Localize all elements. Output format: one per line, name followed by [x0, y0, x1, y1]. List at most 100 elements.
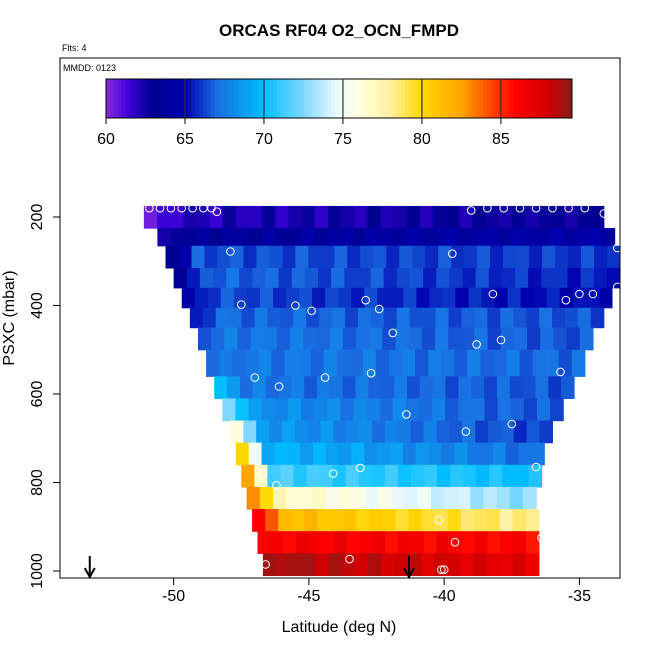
data-point	[145, 203, 154, 213]
colorbar-segment	[206, 79, 212, 118]
heatmap-cell	[252, 267, 267, 289]
heatmap-cell	[396, 307, 411, 329]
heatmap-cell	[429, 287, 444, 309]
heatmap-cell	[552, 307, 566, 329]
heatmap-cell	[327, 205, 342, 229]
data-point	[258, 469, 268, 478]
colorbar-segment	[183, 79, 189, 118]
heatmap-cell	[314, 398, 328, 422]
colorbar-segment	[195, 79, 200, 118]
y-tick-label: 600	[29, 381, 46, 408]
heatmap-cell	[448, 327, 462, 351]
colorbar-segment	[416, 79, 422, 118]
colorbar-segment	[358, 79, 363, 118]
heatmap-cell	[332, 464, 347, 488]
heatmap-cell	[564, 307, 579, 329]
heatmap-cell	[327, 398, 341, 422]
heatmap-cell	[301, 205, 316, 229]
plot-frame	[59, 57, 621, 579]
data-point	[472, 340, 481, 349]
heatmap-cell	[553, 327, 568, 351]
heatmap-cell	[206, 349, 220, 377]
heatmap-cell	[252, 509, 266, 532]
heatmap-cell	[284, 349, 299, 377]
heatmap-cell	[568, 245, 582, 269]
colorbar-segment	[238, 79, 243, 118]
heatmap-cell	[191, 245, 206, 269]
colorbar-segment	[241, 79, 247, 118]
heatmap-cell	[512, 553, 527, 577]
heatmap-cell	[270, 531, 284, 554]
heatmap-cell	[488, 267, 503, 289]
heatmap-cell	[343, 509, 357, 532]
heatmap-cell	[545, 349, 560, 377]
heatmap-cell	[424, 464, 438, 488]
heatmap-cell	[417, 486, 432, 510]
heatmap-cell	[325, 486, 340, 510]
colorbar-segment	[175, 79, 181, 118]
data-point	[261, 560, 270, 569]
heatmap-cell	[358, 464, 373, 488]
heatmap-cell	[248, 205, 263, 229]
heatmap-cell	[449, 267, 464, 289]
heatmap-cell	[194, 287, 209, 309]
heatmap-cell	[399, 245, 413, 269]
colorbar-segment	[397, 79, 402, 118]
heatmap-cell	[428, 442, 443, 466]
heatmap-cell	[484, 398, 499, 422]
heatmap-cell	[454, 442, 468, 466]
heatmap-cell	[529, 245, 543, 269]
heatmap-cell	[514, 267, 529, 289]
data-point	[588, 289, 598, 299]
heatmap-cell	[274, 228, 289, 247]
heatmap-cell	[474, 531, 489, 554]
heatmap-cell	[525, 553, 540, 577]
heatmap-cell	[515, 464, 530, 488]
heatmap-cell	[204, 245, 219, 269]
heatmap-cell	[351, 486, 366, 510]
heatmap-cell	[304, 376, 318, 400]
heatmap-cell	[267, 464, 282, 488]
heatmap-cell	[354, 553, 369, 577]
heatmap-cell	[340, 205, 355, 229]
heatmap-cell	[402, 442, 417, 466]
heatmap-cell	[437, 464, 451, 488]
heatmap-cell	[473, 509, 488, 532]
heatmap-cell	[306, 464, 321, 488]
heatmap-cell	[307, 420, 322, 444]
heatmap-cell	[474, 307, 488, 329]
heatmap-cell	[173, 267, 188, 289]
heatmap-cell	[457, 486, 471, 510]
colorbar-segment	[552, 79, 557, 118]
y-tick-label: 800	[29, 469, 46, 496]
heatmap-cell	[349, 349, 364, 377]
heatmap-cell	[500, 420, 515, 444]
heatmap-cell	[369, 509, 384, 532]
heatmap-cell	[375, 349, 390, 377]
heatmap-cell	[377, 287, 391, 309]
heatmap-cell	[446, 553, 461, 577]
heatmap-cell	[471, 398, 486, 422]
heatmap-cell	[451, 245, 465, 269]
heatmap-cell	[575, 228, 590, 247]
heatmap-cell	[472, 205, 487, 229]
heatmap-cell	[380, 205, 395, 229]
data-point	[199, 203, 208, 213]
colorbar-segment	[156, 79, 161, 118]
heatmap-cell	[408, 509, 423, 532]
heatmap-cell	[462, 531, 476, 554]
colorbar-ticks: 60 65 70 75 80 85	[97, 79, 510, 148]
heatmap-cell	[274, 398, 289, 422]
data-point	[496, 335, 506, 345]
colorbar-segment	[544, 79, 550, 118]
heatmap-cell	[459, 205, 473, 229]
heatmap-cell	[345, 307, 359, 329]
heatmap-cell	[416, 287, 430, 309]
heatmap-cell	[186, 267, 201, 289]
heatmap-cell	[183, 228, 198, 247]
heatmap-cell	[409, 307, 424, 329]
heatmap-cell	[371, 464, 386, 488]
heatmap-cell	[287, 442, 301, 466]
x-tick-label: -35	[568, 588, 591, 605]
heatmap-cell	[351, 442, 365, 466]
